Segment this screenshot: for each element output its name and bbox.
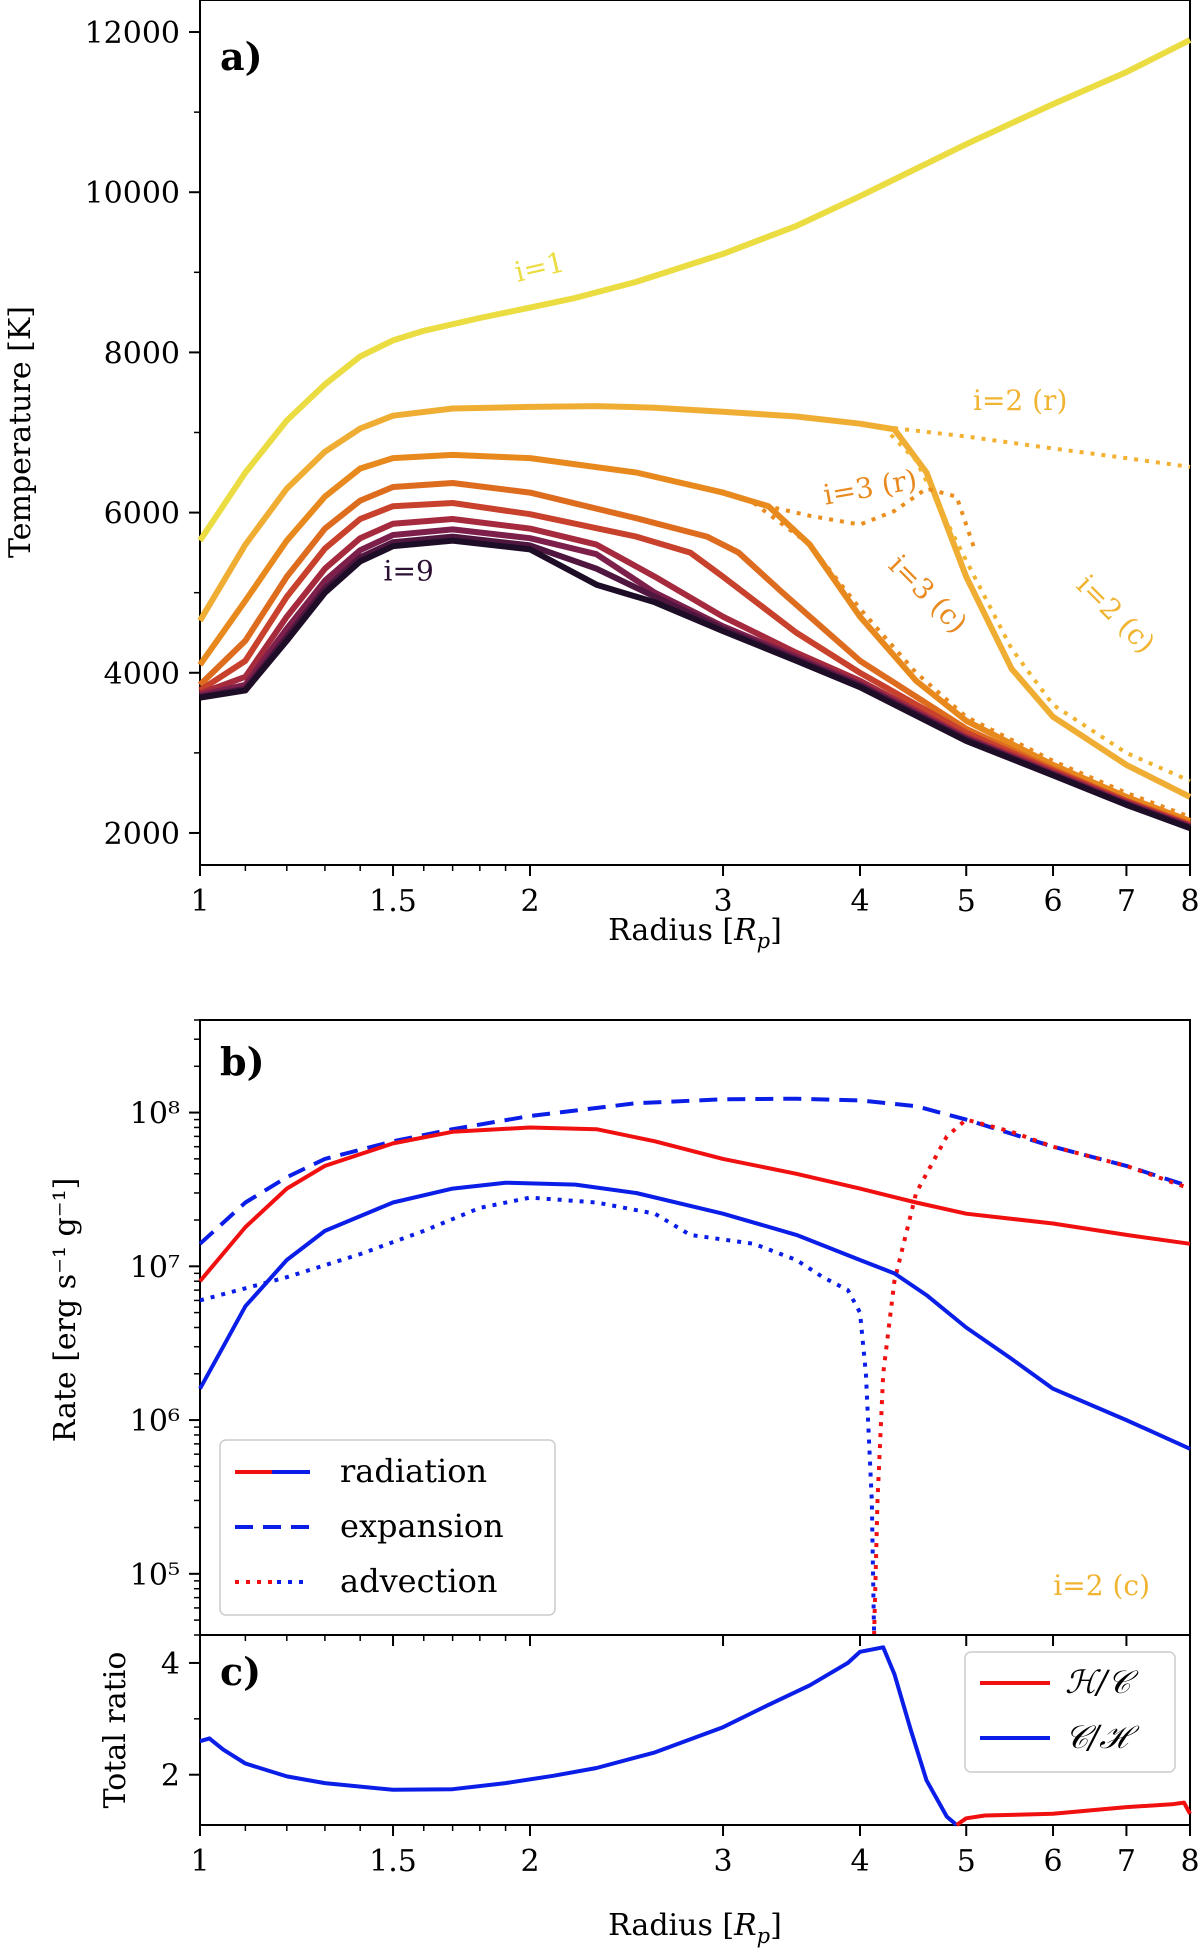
panel-a-ticks: 1 1.5 2 3 4 5 6 7 8 2000 4000 6000 8000 10000 12000 (85, 16, 1200, 919)
panel-b-legend: radiation expansion advection (219, 1439, 556, 1616)
panel-b-ticks: 10⁵ 10⁶ 10⁷ 10⁸ (130, 1019, 1191, 1646)
panel-c-xlabel: Radius [Rp] (608, 1908, 782, 1948)
legend-advection-text: advection (340, 1562, 497, 1600)
curve-label-i-9: i=9 (384, 555, 434, 588)
x-tick-label: 1.5 (369, 884, 417, 919)
panel-c-ticks: 1 1.5 2 3 4 5 6 7 8 2 4 (161, 1647, 1200, 1879)
x-tick-label: 1 (190, 1844, 209, 1879)
curve-label-i-2-r-: i=2 (r) (973, 384, 1067, 417)
x-tick-label: 7 (1117, 884, 1136, 919)
series-i-1 (197, 37, 1192, 543)
series-radiation-c- (198, 1180, 1191, 1451)
xlabel-var: R (733, 1908, 757, 1943)
x-tick-label: 1.5 (369, 1844, 417, 1879)
panel-a-curves (197, 37, 1192, 832)
xlabel-prefix: Radius [ (608, 1908, 734, 1943)
panel-c-curves (199, 1645, 1192, 1827)
x-tick-label: 3 (713, 884, 732, 919)
y-tick-label: 8000 (104, 336, 180, 371)
x-tick-label: 2 (520, 884, 539, 919)
panel-a-ylabel: Temperature [K] (3, 306, 38, 558)
series-i-2 (197, 403, 1192, 800)
panel-b-curves (198, 1096, 1191, 1636)
x-tick-label: 2 (520, 1844, 539, 1879)
series-i-3 (197, 451, 1192, 824)
y-tick-label: 10⁶ (130, 1404, 180, 1439)
y-tick-label: 2000 (104, 817, 180, 852)
panel-c: 1 1.5 2 3 4 5 6 7 8 2 4 c) Total ratio Radius [Rp]… (98, 1634, 1200, 1948)
x-tick-label: 6 (1043, 1844, 1062, 1879)
y-tick-label: 4000 (104, 657, 180, 692)
legend-ch-text: 𝒞/ℋ (1065, 1718, 1140, 1756)
panel-a-annotations: i=1i=2 (r)i=3 (r)i=3 (c) i=2 (c)i=9 (384, 245, 1162, 660)
x-tick-label: 8 (1180, 884, 1199, 919)
series-advection-c- (199, 1195, 877, 1636)
x-tick-label: 3 (713, 1844, 732, 1879)
panel-b: 10⁵ 10⁶ 10⁷ 10⁸ b) Rate [erg s⁻¹ g⁻¹] i=2 (… (48, 1019, 1191, 1646)
xlabel-sub: p (757, 1924, 770, 1948)
series-expansion-c- (198, 1096, 1191, 1246)
panel-c-label: c) (220, 1649, 261, 1694)
x-tick-label: 4 (850, 1844, 869, 1879)
y-tick-label: 10⁷ (130, 1250, 180, 1285)
panel-b-label: b) (220, 1039, 265, 1084)
panel-c-ylabel: Total ratio (98, 1652, 133, 1809)
panel-a-frame (199, 0, 1191, 866)
x-tick-label: 7 (1117, 1844, 1136, 1879)
series-c-h (199, 1645, 958, 1827)
xlabel-suffix: ] (770, 913, 782, 948)
legend-expansion-text: expansion (340, 1507, 504, 1545)
x-tick-label: 8 (1180, 1844, 1199, 1879)
y-tick-label: 6000 (104, 497, 180, 532)
x-tick-label: 5 (957, 884, 976, 919)
x-tick-label: 5 (957, 1844, 976, 1879)
panel-c-legend: ℋ/𝒞 𝒞/ℋ (964, 1651, 1176, 1773)
xlabel-prefix: Radius [ (608, 913, 734, 948)
xlabel-suffix: ] (770, 1908, 782, 1943)
x-tick-label: 4 (850, 884, 869, 919)
curve-label-i-1: i=1 (511, 245, 567, 288)
panel-b-annotation: i=2 (c) (1053, 1569, 1150, 1602)
series-i-5 (198, 500, 1192, 828)
series-i-3-r- (753, 486, 978, 554)
legend-hc-text: ℋ/𝒞 (1065, 1663, 1139, 1701)
series-i-8 (199, 533, 1192, 831)
y-tick-label: 2 (161, 1759, 180, 1794)
y-tick-label: 10⁸ (130, 1097, 180, 1132)
y-tick-label: 10⁵ (130, 1558, 180, 1593)
y-tick-label: 4 (161, 1647, 180, 1682)
y-tick-label: 10000 (85, 176, 180, 211)
x-tick-label: 1 (190, 884, 209, 919)
panel-b-ylabel: Rate [erg s⁻¹ g⁻¹] (48, 1178, 83, 1443)
series-i-2-c- (881, 425, 1191, 783)
panel-a-label: a) (220, 34, 263, 79)
x-tick-label: 6 (1043, 884, 1062, 919)
series-h-c (955, 1800, 1192, 1827)
series-radiation-h- (198, 1125, 1191, 1283)
legend-b-box (219, 1439, 556, 1616)
series-i-2-r- (882, 424, 1191, 469)
xlabel-var: R (733, 913, 757, 948)
curve-label-i-2-c-: i=2 (c) (1070, 568, 1162, 660)
panel-a-xlabel: Radius [Rp] (608, 913, 782, 953)
panel-a: 1 1.5 2 3 4 5 6 7 8 2000 4000 6000 8000 10000 12000 i=… (3, 0, 1200, 953)
y-tick-label: 12000 (85, 16, 180, 51)
panel-c-frame (199, 1634, 1191, 1826)
series-advection-h- (872, 1117, 1191, 1636)
xlabel-sub: p (757, 929, 770, 953)
series-i-9 (199, 537, 1192, 832)
legend-radiation-text: radiation (340, 1452, 487, 1490)
